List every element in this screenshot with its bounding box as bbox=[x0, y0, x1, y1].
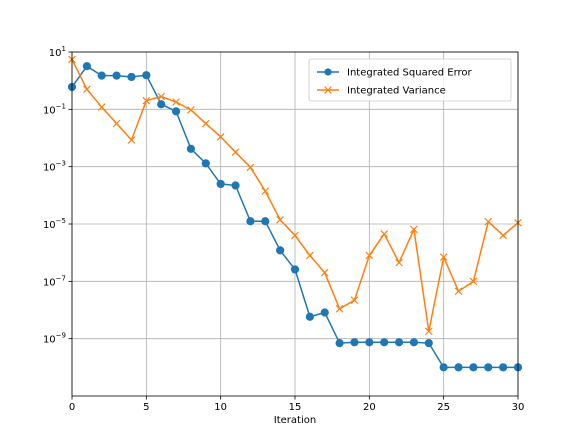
data-point bbox=[350, 338, 359, 347]
data-point bbox=[320, 268, 329, 277]
data-point bbox=[246, 163, 255, 172]
legend-entry: Integrated Variance bbox=[317, 86, 446, 97]
data-point bbox=[172, 98, 180, 106]
data-point bbox=[469, 277, 478, 286]
data-point bbox=[231, 181, 240, 190]
x-tick-label: 10 bbox=[214, 402, 227, 413]
data-point bbox=[246, 217, 255, 226]
legend-marker bbox=[324, 86, 332, 94]
data-point bbox=[291, 231, 299, 240]
data-point bbox=[410, 225, 418, 234]
data-point bbox=[142, 71, 151, 80]
data-point bbox=[127, 72, 136, 82]
x-tick-label: 5 bbox=[143, 402, 149, 413]
data-point bbox=[216, 132, 225, 141]
data-point bbox=[320, 308, 329, 317]
y-tick-label: 10−7 bbox=[43, 274, 66, 288]
legend-box bbox=[308, 58, 512, 102]
data-point bbox=[469, 363, 478, 372]
data-point bbox=[112, 71, 121, 80]
data-point bbox=[142, 96, 151, 105]
data-point bbox=[261, 217, 270, 226]
data-point bbox=[231, 148, 240, 157]
data-point bbox=[484, 363, 493, 372]
data-point bbox=[380, 338, 389, 347]
data-point bbox=[484, 217, 493, 226]
grid bbox=[71, 51, 519, 396]
series-layer bbox=[67, 55, 523, 372]
y-tick-label: 10−3 bbox=[43, 160, 66, 174]
data-point bbox=[439, 363, 448, 372]
data-point bbox=[201, 159, 210, 168]
data-point bbox=[201, 119, 210, 128]
data-point bbox=[306, 251, 314, 260]
data-point bbox=[380, 230, 389, 238]
data-point bbox=[157, 100, 166, 109]
legend-entry: Integrated Squared Error bbox=[317, 68, 473, 79]
x-tick-label: 25 bbox=[437, 402, 450, 413]
data-point bbox=[409, 338, 419, 347]
data-point bbox=[261, 187, 270, 195]
data-point bbox=[305, 312, 314, 321]
x-tick-label: 15 bbox=[289, 402, 302, 413]
data-point bbox=[424, 327, 433, 336]
data-point bbox=[112, 119, 121, 128]
data-point bbox=[424, 339, 433, 348]
x-axis-label: Iteration bbox=[274, 415, 316, 426]
x-tick-label: 30 bbox=[512, 402, 525, 413]
data-point bbox=[276, 246, 285, 255]
y-tick-label: 101 bbox=[49, 45, 66, 59]
data-point bbox=[454, 287, 463, 296]
data-point bbox=[395, 258, 403, 267]
y-tick-label: 10−9 bbox=[43, 332, 66, 346]
data-point bbox=[186, 144, 196, 153]
x-tick-label: 0 bbox=[69, 402, 75, 413]
x-axis: 0 5 10 15 20 25 30 bbox=[69, 396, 525, 413]
data-point bbox=[127, 136, 136, 144]
data-point bbox=[499, 363, 508, 372]
x-tick-label: 20 bbox=[363, 402, 376, 413]
data-point bbox=[83, 85, 91, 94]
y-tick-label: 10−1 bbox=[43, 102, 66, 116]
data-point bbox=[365, 338, 374, 347]
y-tick-label: 10−5 bbox=[43, 217, 66, 231]
series-2 bbox=[68, 55, 522, 336]
data-point bbox=[82, 62, 91, 71]
data-point bbox=[97, 71, 106, 80]
data-point bbox=[97, 103, 106, 111]
data-point bbox=[171, 107, 181, 116]
data-point bbox=[216, 179, 225, 189]
data-point bbox=[365, 251, 374, 260]
legend: Integrated Squared Error Integrated Varia… bbox=[308, 58, 512, 102]
legend-label: Integrated Squared Error bbox=[347, 68, 473, 79]
data-point bbox=[276, 215, 284, 224]
y-axis: 101 10−1 10−3 10−5 10−7 10−9 bbox=[43, 45, 72, 346]
legend-marker bbox=[324, 68, 332, 76]
legend-label: Integrated Variance bbox=[347, 86, 446, 97]
data-point bbox=[394, 338, 404, 347]
data-point bbox=[187, 106, 195, 114]
series-1 bbox=[67, 62, 523, 372]
data-point bbox=[335, 339, 344, 348]
data-point bbox=[454, 363, 463, 372]
data-point bbox=[290, 265, 300, 274]
data-point bbox=[439, 253, 448, 261]
data-point bbox=[499, 231, 507, 240]
data-point bbox=[157, 92, 166, 101]
data-point bbox=[350, 296, 359, 305]
data-point bbox=[335, 304, 344, 313]
